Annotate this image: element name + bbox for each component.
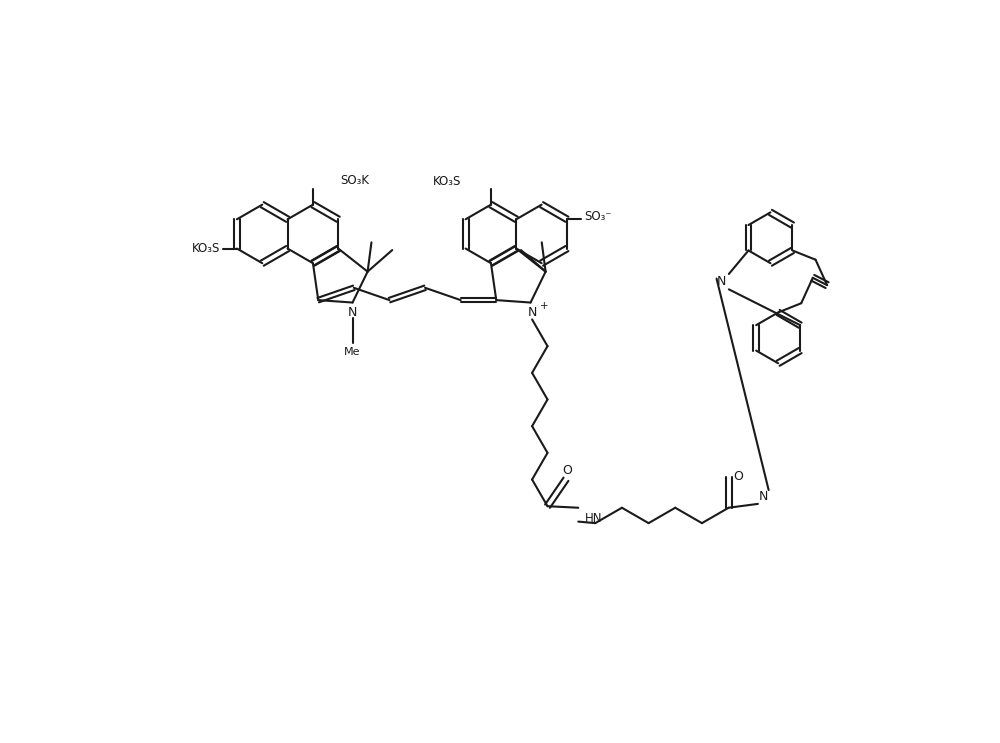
Text: O: O (563, 464, 572, 476)
Text: N: N (527, 306, 537, 319)
Text: N: N (759, 490, 768, 503)
Text: +: + (540, 301, 549, 311)
Text: N: N (348, 306, 357, 319)
Text: O: O (734, 470, 744, 484)
Text: N: N (716, 275, 726, 288)
Text: SO₃K: SO₃K (340, 174, 369, 186)
Text: KO₃S: KO₃S (192, 242, 220, 255)
Text: KO₃S: KO₃S (433, 175, 462, 188)
Text: HN: HN (584, 512, 602, 525)
Text: SO₃⁻: SO₃⁻ (584, 210, 612, 223)
Text: Me: Me (344, 347, 361, 357)
